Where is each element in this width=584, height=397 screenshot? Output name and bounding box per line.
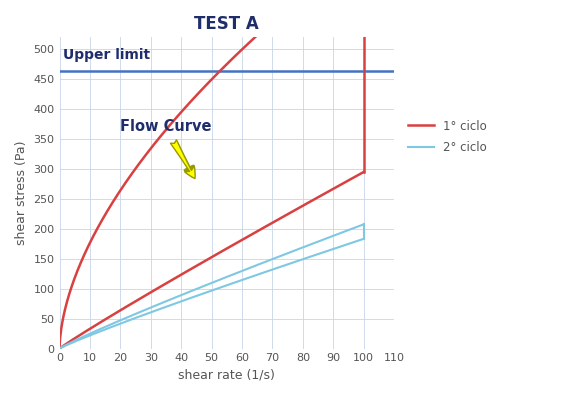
Legend: 1° ciclo, 2° ciclo: 1° ciclo, 2° ciclo (404, 115, 492, 159)
Y-axis label: shear stress (Pa): shear stress (Pa) (15, 141, 28, 245)
X-axis label: shear rate (1/s): shear rate (1/s) (178, 369, 275, 382)
Text: Flow Curve: Flow Curve (120, 119, 212, 134)
Title: TEST A: TEST A (194, 15, 259, 33)
Text: Upper limit: Upper limit (62, 48, 150, 62)
